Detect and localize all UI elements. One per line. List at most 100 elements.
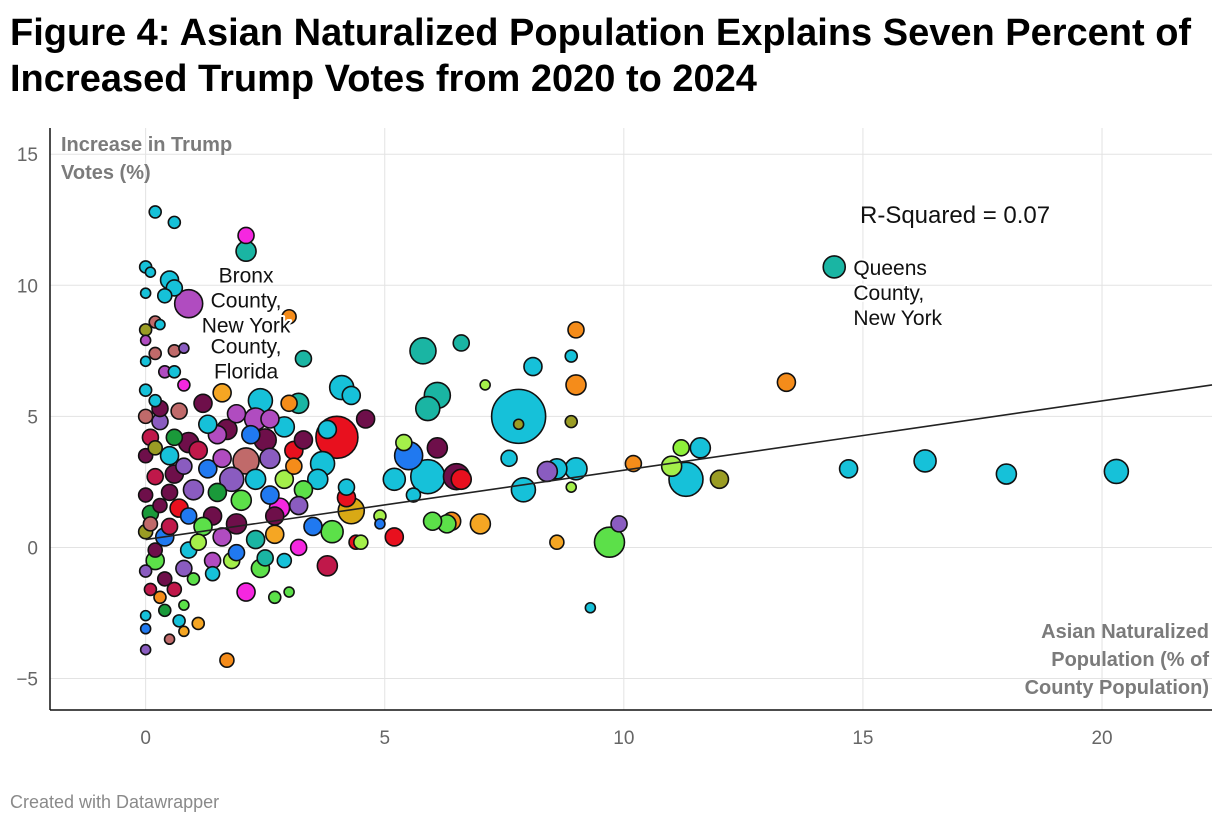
y-tick-label: 0 <box>27 538 38 559</box>
data-point <box>479 379 491 391</box>
data-point <box>256 549 274 567</box>
data-point <box>152 497 168 514</box>
axes: 0 5 10 15 20 −5 0 5 10 15 <box>16 128 1212 749</box>
data-point <box>382 467 407 492</box>
data-point <box>204 565 221 582</box>
data-point <box>317 419 338 440</box>
data-point <box>165 428 184 447</box>
data-point <box>219 652 235 668</box>
data-point <box>198 459 218 479</box>
data-point <box>306 468 329 491</box>
y-tick-label: 10 <box>17 276 38 297</box>
data-point <box>293 430 314 450</box>
data-point <box>405 487 422 503</box>
data-point <box>281 308 297 325</box>
data-point <box>259 447 281 470</box>
data-point <box>490 388 547 445</box>
data-point <box>672 439 691 457</box>
data-point <box>144 266 157 278</box>
chart-labels: Increase in Trump Votes (%) Asian Naturali… <box>61 134 1209 699</box>
data-point <box>230 489 253 512</box>
data-point <box>303 516 323 537</box>
data-point <box>822 255 847 279</box>
data-point <box>167 215 182 230</box>
data-point <box>395 433 413 452</box>
data-point <box>170 402 188 420</box>
annotation-label: County, <box>853 282 924 305</box>
data-point <box>189 533 208 552</box>
x-tick-label: 10 <box>613 728 634 749</box>
data-point <box>178 342 190 355</box>
data-point <box>260 485 280 505</box>
data-point <box>564 414 579 429</box>
data-point <box>178 599 190 611</box>
data-point <box>776 372 797 393</box>
data-point <box>227 543 246 562</box>
data-point <box>245 529 266 550</box>
data-point <box>274 469 295 490</box>
data-point <box>139 609 152 622</box>
data-point <box>139 643 152 656</box>
data-point <box>426 437 449 459</box>
data-point <box>139 622 152 635</box>
data-point <box>172 614 186 628</box>
annotation-label: County, <box>211 290 282 313</box>
x-tick-label: 15 <box>852 728 873 749</box>
data-point <box>593 526 626 559</box>
data-point <box>154 318 166 331</box>
data-point <box>139 287 152 299</box>
data-point <box>186 572 201 586</box>
data-point <box>320 519 344 544</box>
data-point <box>138 383 153 397</box>
data-point <box>226 403 247 424</box>
data-point <box>137 408 154 425</box>
data-point <box>353 534 369 551</box>
data-point <box>138 564 153 578</box>
y-tick-label: 5 <box>27 407 38 428</box>
data-point <box>564 349 579 363</box>
annotation-label: New York <box>853 307 942 330</box>
data-point <box>260 409 280 429</box>
data-point <box>191 616 206 631</box>
data-point <box>156 287 173 304</box>
chart-title: Figure 4: Asian Naturalized Population E… <box>10 12 1192 100</box>
y-axis-label: Votes (%) <box>61 162 151 184</box>
data-point <box>510 476 537 503</box>
data-point <box>138 323 153 337</box>
data-point <box>838 459 859 479</box>
data-point <box>567 321 585 339</box>
y-axis-label: Increase in Trump <box>61 134 232 156</box>
data-point <box>218 466 245 493</box>
data-point <box>414 395 441 422</box>
data-point <box>177 378 191 392</box>
data-point <box>178 625 190 638</box>
data-point <box>337 478 356 496</box>
r-squared-label: R-Squared = 0.07 <box>860 202 1050 229</box>
data-point <box>280 394 298 413</box>
data-point <box>660 455 683 477</box>
data-point <box>244 468 267 491</box>
data-point <box>167 365 182 379</box>
data-point <box>153 590 167 605</box>
data-point <box>237 226 255 245</box>
data-point <box>289 538 308 557</box>
data-point <box>565 374 587 396</box>
data-point <box>143 582 158 597</box>
trendline-group <box>145 384 1213 541</box>
data-point <box>163 633 176 646</box>
data-point <box>316 555 339 577</box>
data-point <box>212 448 232 469</box>
credit-footer: Created with Datawrapper <box>10 792 220 812</box>
data-point <box>355 409 376 429</box>
data-point <box>175 457 193 475</box>
data-point <box>241 424 261 445</box>
data-point <box>139 334 152 347</box>
data-point <box>709 469 730 490</box>
data-point <box>225 513 248 535</box>
annotation-label: Florida <box>214 360 279 383</box>
data-point <box>452 334 471 352</box>
data-point <box>207 482 228 503</box>
data-point <box>148 205 163 219</box>
data-point <box>288 495 309 516</box>
data-point <box>995 463 1018 485</box>
